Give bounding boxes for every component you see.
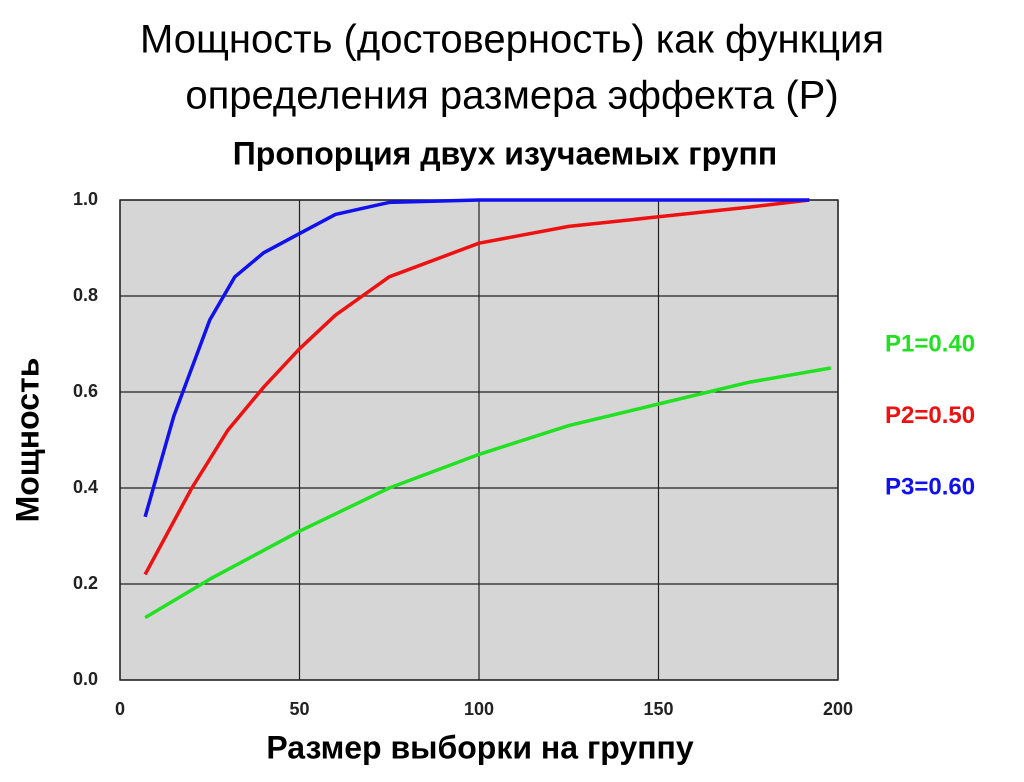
series-line — [143, 198, 810, 518]
y-tick-label: 1.0 — [73, 189, 98, 209]
legend-label: P3=0.60 — [885, 473, 975, 500]
y-tick-label: 0.6 — [73, 381, 98, 401]
y-tick-label: 0.8 — [73, 285, 98, 305]
y-axis-label: Мощность — [9, 358, 45, 523]
series-line — [144, 366, 832, 620]
y-tick-label: 0.4 — [73, 477, 98, 497]
chart-subtitle: Пропорция двух изучаемых групп — [233, 135, 777, 171]
x-axis-label: Размер выборки на группу — [266, 729, 693, 765]
series-line — [143, 198, 810, 576]
x-tick-label: 100 — [464, 699, 494, 719]
x-tick-label: 0 — [115, 699, 125, 719]
x-tick-label: 150 — [643, 699, 673, 719]
x-tick-label: 200 — [823, 699, 853, 719]
x-tick-label: 50 — [289, 699, 309, 719]
y-tick-label: 0.0 — [73, 669, 98, 689]
chart-title: определения размера эффекта (Р) — [185, 74, 838, 118]
legend-label: P1=0.40 — [885, 330, 975, 357]
legend-label: P2=0.50 — [885, 402, 975, 429]
y-tick-label: 0.2 — [73, 573, 98, 593]
chart-title: Мощность (достоверность) как функция — [140, 18, 884, 62]
